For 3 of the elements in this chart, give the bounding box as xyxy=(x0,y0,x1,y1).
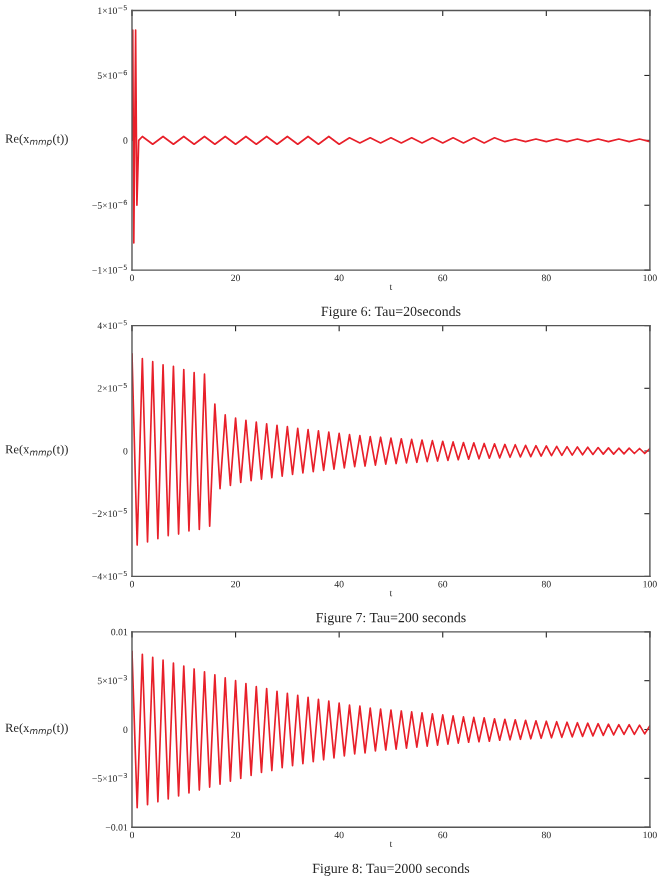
line-series xyxy=(131,352,650,546)
line-series xyxy=(131,29,650,244)
line-series xyxy=(131,650,650,809)
